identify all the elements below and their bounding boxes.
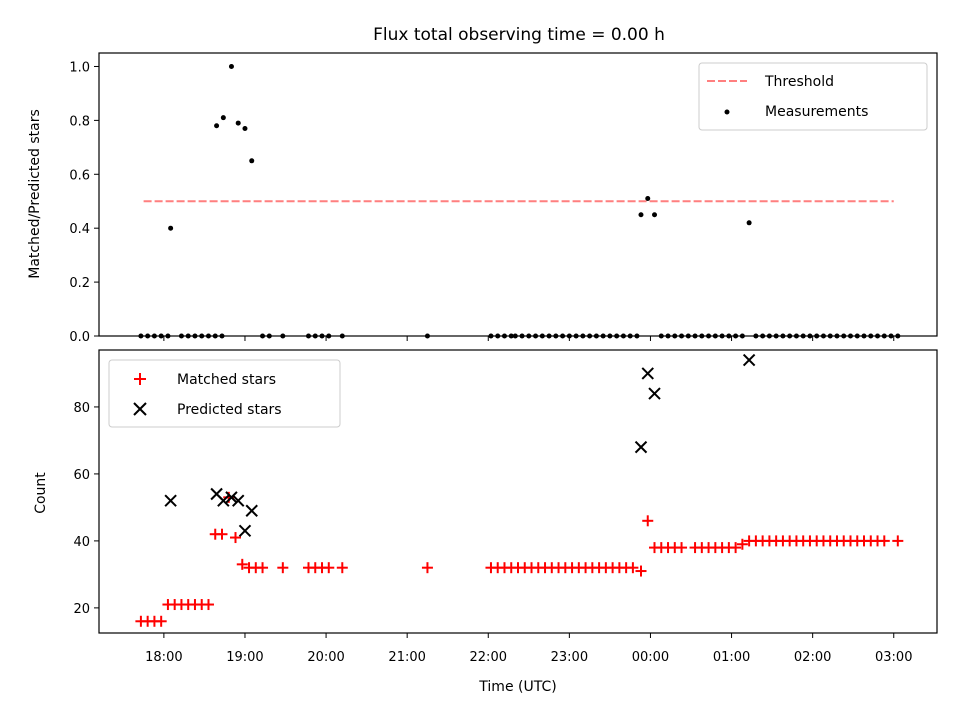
legend-measurements-swatch [724,109,730,115]
x-tick-label: 18:00 [145,650,182,665]
x-tick-label: 00:00 [632,650,669,665]
x-tick-label: 22:00 [470,650,507,665]
matched-star-marker [336,562,348,574]
predicted-star-marker [225,491,238,504]
measurement-point [249,158,255,164]
bottom-y-tick-label: 80 [73,401,90,416]
legend-matched-label: Matched stars [177,372,276,388]
matched-star-marker [892,535,904,547]
predicted-star-marker [232,494,245,507]
bottom-y-tick-label: 60 [73,468,90,483]
matched-star-marker [202,599,214,611]
legend-matched-swatch [134,373,146,385]
matched-star-marker [878,535,890,547]
top-y-tick-label: 0.4 [69,222,90,237]
bottom-legend: Matched stars Predicted stars [108,359,341,428]
top-x-ticks [163,336,895,341]
top-legend-box [698,62,928,131]
top-panel: 0.0 0.2 0.4 0.6 0.8 1.0 Matched/Predicted sta… [27,52,938,345]
matched-star-marker [627,562,639,574]
top-y-tick-label: 0.2 [69,276,90,291]
x-tick-label: 01:00 [713,650,750,665]
top-y-tick-label: 0.6 [69,168,90,183]
predicted-star-marker [641,367,654,380]
matched-star-marker [323,562,335,574]
bottom-y-axis-label: Count [33,472,49,514]
measurement-point [638,212,644,218]
x-tick-label: 02:00 [794,650,831,665]
measurement-point [242,125,248,131]
measurement-point [168,225,174,231]
chart-title: Flux total observing time = 0.00 h [373,25,665,45]
matched-star-marker [730,542,742,554]
matched-star-marker [642,515,654,527]
predicted-star-marker [238,524,252,538]
x-tick-label: 20:00 [307,650,344,665]
measurement-point [235,120,241,126]
measurement-point [220,115,226,121]
matched-star-marker [277,562,289,574]
measurement-point [746,220,752,226]
matched-star-marker [155,615,167,627]
predicted-star-marker [648,387,661,400]
top-y-ticks: 0.0 0.2 0.4 0.6 0.8 1.0 [69,60,99,345]
bottom-y-ticks: 20 40 60 80 [73,401,99,617]
top-y-tick-label: 1.0 [69,60,90,75]
matched-star-marker [257,562,269,574]
matched-star-marker [230,532,242,544]
legend-predicted-swatch [133,402,147,416]
measurement-point [228,63,234,69]
predicted-star-marker [245,504,258,517]
top-axes-frame [98,52,938,337]
bottom-series-points [135,353,904,627]
predicted-star-marker [742,353,756,367]
top-y-tick-label: 0.8 [69,114,90,129]
bottom-legend-box [108,359,341,428]
x-tick-label: 21:00 [388,650,425,665]
measurement-point [645,196,651,202]
legend-predicted-label: Predicted stars [177,402,282,418]
x-tick-label: 03:00 [875,650,912,665]
measurement-point [214,123,220,129]
bottom-panel: 20 40 60 80 18:00 19:00 20:00 21:00 22:00 23:00 0… [33,349,938,695]
bottom-y-tick-label: 40 [73,535,90,550]
bottom-axes-frame [98,349,938,634]
x-tick-label: 19:00 [226,650,263,665]
predicted-star-marker [164,494,177,507]
matched-star-marker [216,528,228,540]
predicted-star-marker [634,440,648,454]
top-legend: Threshold Measurements [698,62,928,131]
bottom-y-tick-label: 20 [73,602,90,617]
measurement-point [652,212,658,218]
matched-star-marker [736,538,748,550]
top-y-tick-label: 0.0 [69,330,90,345]
matched-star-marker [635,565,647,577]
measurement-points [138,63,901,339]
predicted-star-marker [217,494,230,507]
x-tick-label: 23:00 [551,650,588,665]
matched-star-marker [236,558,248,570]
top-y-axis-label: Matched/Predicted stars [27,109,43,279]
bottom-x-ticks: 18:00 19:00 20:00 21:00 22:00 23:00 00:00 01:00… [145,633,912,665]
legend-measurements-label: Measurements [765,104,868,120]
legend-threshold-label: Threshold [764,74,834,90]
x-axis-label: Time (UTC) [478,679,556,695]
matched-star-marker [421,562,433,574]
matched-star-marker [676,542,688,554]
